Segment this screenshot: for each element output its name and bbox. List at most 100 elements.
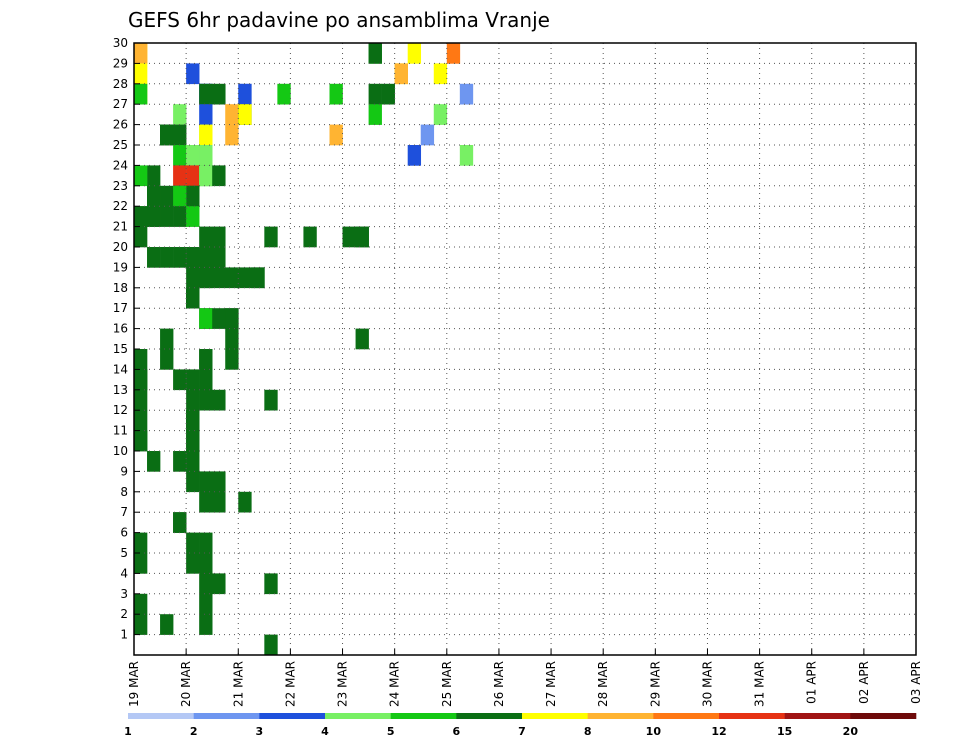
heatmap-cell bbox=[186, 369, 200, 391]
colorbar-legend: 1 2 3 4 5 6 7 8 10 12 15 20 bbox=[124, 713, 917, 738]
colorbar-segment bbox=[128, 713, 194, 719]
heatmap-cell bbox=[329, 83, 343, 105]
heatmap-cell bbox=[459, 83, 474, 105]
heatmap-cell bbox=[225, 124, 239, 146]
y-tick-label: 28 bbox=[113, 77, 128, 91]
y-axis: 1234567891011121314151617181920212223242… bbox=[113, 36, 140, 642]
heatmap-cell bbox=[160, 614, 174, 635]
y-tick-label: 3 bbox=[120, 587, 128, 601]
colorbar-segment bbox=[587, 713, 654, 719]
heatmap-cell bbox=[173, 247, 187, 268]
heatmap-cell bbox=[160, 124, 174, 146]
heatmap-cell bbox=[264, 389, 278, 411]
y-tick-label: 8 bbox=[120, 485, 128, 499]
heatmap-cell bbox=[199, 491, 213, 513]
heatmap-cell bbox=[355, 328, 369, 350]
y-tick-label: 25 bbox=[113, 138, 128, 152]
heatmap-cell bbox=[134, 43, 148, 64]
heatmap-cell bbox=[368, 104, 382, 125]
colorbar-segment bbox=[784, 713, 851, 719]
heatmap-cell bbox=[186, 63, 200, 85]
heatmap-cells bbox=[134, 43, 474, 656]
heatmap-cell bbox=[303, 226, 317, 248]
y-tick-label: 14 bbox=[113, 362, 128, 376]
y-tick-label: 1 bbox=[120, 628, 128, 642]
heatmap-cell bbox=[212, 491, 226, 513]
heatmap-cell bbox=[199, 573, 213, 595]
y-tick-label: 17 bbox=[113, 301, 128, 315]
heatmap-cell bbox=[225, 349, 239, 370]
heatmap-cell bbox=[212, 267, 226, 289]
colorbar-segment bbox=[850, 713, 917, 719]
colorbar-segment bbox=[522, 713, 588, 719]
heatmap-cell bbox=[147, 206, 161, 227]
grid-lines bbox=[134, 42, 916, 655]
x-tick-label: 21 MAR bbox=[231, 661, 245, 707]
heatmap-cell bbox=[186, 145, 200, 166]
y-tick-label: 15 bbox=[113, 342, 128, 356]
heatmap-cell bbox=[134, 410, 148, 431]
heatmap-cell bbox=[160, 349, 174, 370]
heatmap-cell bbox=[238, 104, 252, 125]
x-tick-label: 23 MAR bbox=[336, 661, 350, 707]
heatmap-cell bbox=[173, 451, 187, 472]
heatmap-cell bbox=[368, 83, 382, 105]
heatmap-cell bbox=[173, 369, 187, 391]
y-tick-label: 21 bbox=[113, 220, 128, 234]
heatmap-cell bbox=[186, 185, 200, 207]
heatmap-cell bbox=[355, 226, 369, 248]
heatmap-cell bbox=[186, 267, 200, 289]
heatmap-cell bbox=[199, 389, 213, 411]
colorbar-label: 8 bbox=[584, 725, 592, 738]
colorbar-segment bbox=[325, 713, 391, 719]
x-axis: 19 MAR 20 MAR 21 MAR 22 MAR 23 MAR 24 MAR 25 M… bbox=[127, 649, 923, 707]
heatmap-cell bbox=[186, 247, 200, 268]
y-tick-label: 16 bbox=[113, 322, 128, 336]
heatmap-cell bbox=[173, 185, 187, 207]
heatmap-cell bbox=[238, 491, 252, 513]
heatmap-cell bbox=[199, 471, 213, 493]
heatmap-cell bbox=[173, 165, 187, 187]
heatmap-cell bbox=[134, 83, 148, 105]
y-tick-label: 12 bbox=[113, 403, 128, 417]
colorbar-label: 4 bbox=[321, 725, 329, 738]
colorbar-segment bbox=[653, 713, 720, 719]
heatmap-cell bbox=[212, 247, 226, 268]
heatmap-cell bbox=[134, 165, 148, 187]
heatmap-cell bbox=[147, 165, 161, 187]
x-tick-label: 24 MAR bbox=[388, 661, 402, 707]
heatmap-cell bbox=[186, 553, 200, 574]
heatmap-cell bbox=[446, 43, 461, 64]
y-tick-label: 10 bbox=[113, 444, 128, 458]
x-tick-label: 02 APR bbox=[857, 661, 871, 704]
heatmap-cell bbox=[186, 206, 200, 227]
y-tick-label: 4 bbox=[120, 566, 128, 580]
heatmap-cell bbox=[225, 308, 239, 329]
heatmap-cell bbox=[173, 124, 187, 146]
heatmap-cell bbox=[264, 226, 278, 248]
heatmap-cell bbox=[238, 267, 252, 289]
x-tick-label: 26 MAR bbox=[492, 661, 506, 707]
x-tick-label: 28 MAR bbox=[596, 661, 610, 707]
heatmap-cell bbox=[173, 145, 187, 166]
y-tick-label: 6 bbox=[120, 526, 128, 540]
y-tick-label: 9 bbox=[120, 464, 128, 478]
colorbar-label: 6 bbox=[453, 725, 461, 738]
heatmap-cell bbox=[199, 532, 213, 554]
colorbar-label: 15 bbox=[777, 725, 792, 738]
heatmap-cell bbox=[264, 573, 278, 595]
heatmap-cell bbox=[407, 43, 422, 64]
heatmap-cell bbox=[199, 308, 213, 329]
y-tick-label: 5 bbox=[120, 546, 128, 560]
heatmap-cell bbox=[199, 614, 213, 635]
heatmap-cell bbox=[199, 104, 213, 125]
heatmap-cell bbox=[160, 206, 174, 227]
heatmap-cell bbox=[225, 104, 239, 125]
x-tick-label: 31 MAR bbox=[753, 661, 767, 707]
heatmap-cell bbox=[186, 451, 200, 472]
heatmap-cell bbox=[160, 247, 174, 268]
heatmap-cell bbox=[160, 328, 174, 350]
heatmap-cell bbox=[134, 226, 148, 248]
heatmap-cell bbox=[147, 247, 161, 268]
heatmap-cell bbox=[212, 573, 226, 595]
